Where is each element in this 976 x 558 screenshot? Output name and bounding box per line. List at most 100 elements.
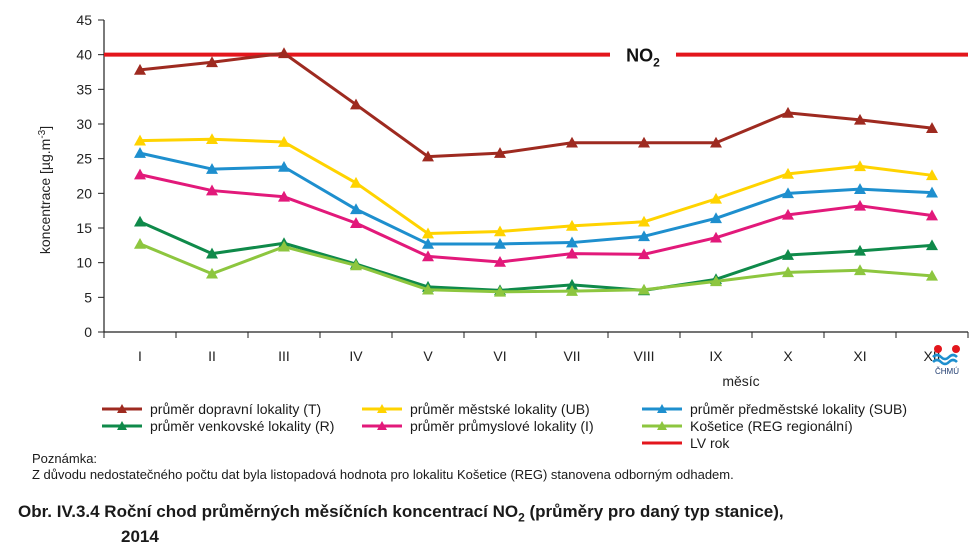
legend-item: průměr průmyslové lokality (I) (360, 418, 594, 434)
limit-line-label: NO2 (626, 46, 660, 70)
data-point (422, 150, 434, 162)
y-axis-label: koncentrace [µg.m-3] (37, 126, 53, 254)
legend-swatch (642, 404, 682, 413)
data-point (566, 285, 578, 296)
data-point (278, 240, 290, 252)
data-point (278, 160, 290, 172)
series-line (139, 220, 933, 292)
data-point (710, 212, 722, 224)
data-point (926, 122, 938, 133)
data-point (494, 237, 506, 249)
data-point (350, 259, 362, 271)
data-point (278, 190, 290, 202)
data-point (782, 208, 794, 220)
x-tick-label: VIII (633, 348, 654, 364)
series-line (139, 137, 933, 236)
data-point (134, 215, 146, 227)
series-5 (134, 237, 938, 297)
data-point (278, 47, 290, 59)
y-tick-label: 35 (76, 81, 92, 97)
data-point (782, 106, 794, 118)
note-text: Z důvodu nedostatečného počtu dat byla l… (32, 467, 734, 482)
data-point (854, 183, 866, 194)
series-line (139, 51, 933, 159)
x-tick-label: I (138, 348, 142, 364)
legend-label: průměr venkovské lokality (R) (150, 418, 335, 434)
data-point (854, 264, 866, 276)
y-tick-label: 5 (84, 289, 92, 305)
data-point (422, 237, 434, 249)
legend-swatch (102, 404, 142, 413)
series-group (134, 47, 938, 297)
data-point (638, 230, 650, 242)
data-point (710, 231, 722, 243)
data-point (854, 113, 866, 125)
legend-swatch (102, 421, 142, 430)
legend-swatch (642, 441, 682, 445)
data-point (710, 192, 722, 204)
y-axis: 0 5 10 15 20 25 30 35 40 45 (76, 12, 105, 340)
series-0 (134, 47, 938, 162)
y-tick-label: 10 (76, 255, 92, 271)
data-point (926, 169, 938, 181)
data-point (206, 133, 218, 145)
legend-item: průměr dopravní lokality (T) (100, 401, 321, 417)
data-point (710, 275, 722, 287)
data-point (350, 217, 362, 228)
y-tick-label: 20 (76, 185, 92, 201)
y-tick-label: 0 (84, 324, 92, 340)
data-point (134, 168, 146, 180)
data-point (926, 186, 938, 198)
legend-swatch (642, 421, 682, 430)
x-tick-label: V (423, 348, 433, 364)
data-point (134, 147, 146, 158)
legend-item: LV rok (640, 435, 729, 451)
x-axis-label: měsíc (722, 373, 759, 389)
data-point (206, 267, 218, 279)
legend-item: průměr venkovské lokality (R) (100, 418, 334, 434)
data-point (422, 283, 434, 295)
data-point (566, 278, 578, 290)
x-tick-label: IV (349, 348, 363, 364)
legend-label: průměr průmyslové lokality (I) (410, 418, 594, 434)
data-point (494, 147, 506, 158)
legend-swatch (362, 421, 402, 430)
data-point (710, 136, 722, 148)
data-point (566, 236, 578, 248)
series-line (139, 242, 933, 294)
data-point (854, 160, 866, 172)
data-point (350, 203, 362, 215)
x-tick-label: IX (709, 348, 723, 364)
legend-label: LV rok (690, 435, 730, 451)
data-point (134, 63, 146, 75)
data-point (134, 134, 146, 146)
data-point (134, 237, 146, 249)
figure-caption: Obr. IV.3.4 Roční chod průměrných měsíčn… (18, 502, 784, 547)
data-point (350, 98, 362, 110)
data-point (494, 225, 506, 237)
data-point (638, 283, 650, 295)
y-tick-label: 25 (76, 151, 92, 167)
data-point (638, 215, 650, 227)
x-tick-label: X (783, 348, 793, 364)
data-point (782, 187, 794, 199)
data-point (206, 247, 218, 259)
legend-item: Košetice (REG regionální) (640, 418, 853, 434)
data-point (638, 248, 650, 260)
x-tick-label: II (208, 348, 216, 364)
data-point (782, 249, 794, 260)
data-point (566, 219, 578, 231)
data-point (926, 269, 938, 281)
x-tick-label: VII (563, 348, 580, 364)
data-point (638, 136, 650, 148)
data-point (422, 250, 434, 262)
y-tick-label: 30 (76, 116, 92, 132)
chmu-logo: ČHMÚ (930, 344, 964, 378)
legend-swatch (362, 404, 402, 413)
data-point (926, 239, 938, 251)
y-tick-label: 40 (76, 47, 92, 63)
data-point (854, 244, 866, 256)
data-point (206, 163, 218, 174)
data-point (206, 56, 218, 68)
x-tick-label: III (278, 348, 290, 364)
